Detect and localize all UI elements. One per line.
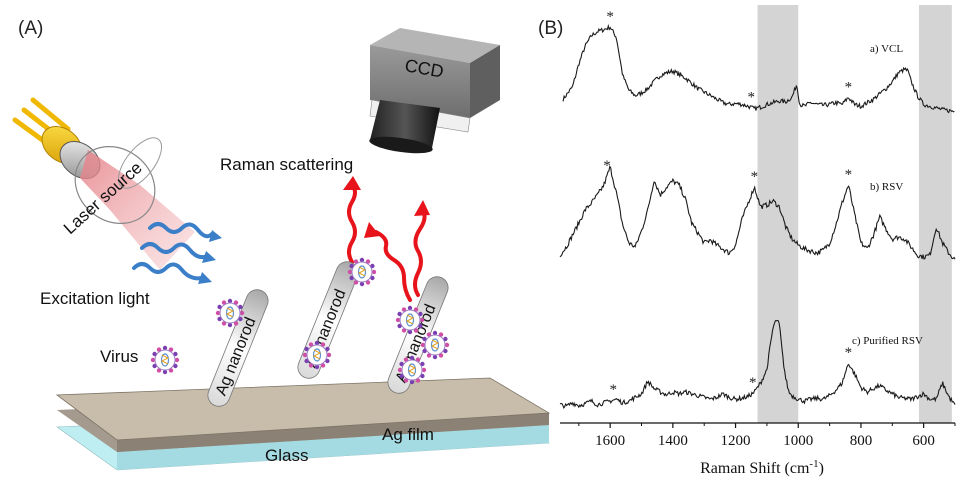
peak-marker: *: [603, 158, 611, 174]
raman-arrowhead-2: [364, 222, 380, 238]
x-tick-label: 1200: [721, 433, 751, 449]
spectrum-line: [562, 23, 955, 114]
raman-arrow-1: [347, 182, 357, 264]
virus-icon: [347, 257, 377, 287]
peak-marker: *: [845, 167, 853, 183]
x-tick-label: 600: [912, 433, 935, 449]
glass-side: [117, 425, 549, 470]
substrate-top: [55, 377, 551, 441]
panel-b-label: (B): [538, 18, 563, 39]
raman-scattering-label: Raman scattering: [220, 155, 353, 174]
virus-icon: [395, 305, 425, 335]
excitation-light-label: Excitation light: [40, 289, 150, 308]
peak-marker: *: [845, 79, 853, 95]
ag-film-side: [117, 413, 549, 452]
panel-b-spectra: (B) * * * * * * * * * a) VCL b) RSV c) Purified RS…: [538, 5, 956, 477]
spectrum-label: a) VCL: [870, 43, 903, 55]
spectrum-line: [559, 164, 956, 260]
peak-marker: *: [606, 9, 614, 25]
virus-icon: [150, 345, 180, 375]
spectrum-line: [559, 319, 956, 410]
x-tick-label: 1600: [595, 433, 625, 449]
substrate: [55, 377, 551, 471]
excitation-arrow-1: [148, 222, 214, 239]
laser-beam: [80, 150, 195, 270]
raman-arrowhead-1: [343, 176, 361, 190]
peak-marker: *: [749, 375, 757, 391]
ccd-front-face: [370, 45, 470, 118]
virus-label: Virus: [100, 347, 138, 366]
virus-icon: [215, 298, 245, 328]
peak-marker: *: [751, 169, 759, 185]
ccd-lens-body: [370, 100, 440, 148]
virus-icon: [420, 330, 450, 360]
laser-lens-housing: [74, 146, 156, 224]
x-axis: 1600 1400 1200 1000 800 600: [560, 422, 956, 449]
spectrum-label: b) RSV: [870, 181, 903, 193]
highlight-bands: [757, 5, 952, 423]
peak-marker: *: [610, 382, 618, 398]
virus-icon: [302, 340, 332, 370]
panel-a-schematic: (A) Ag film Glass Laser source: [12, 18, 551, 471]
excitation-arrow-2: [140, 242, 210, 260]
x-tick-label: 1400: [658, 433, 688, 449]
laser-lens-rim: [117, 137, 163, 189]
raman-arrows: [343, 176, 430, 302]
peak-marker: *: [845, 345, 853, 361]
virus-particles: [150, 257, 450, 385]
excitation-arrows: [132, 222, 222, 284]
spectrum-labels: a) VCL b) RSV c) Purified RSV: [852, 43, 923, 347]
peak-marker: *: [747, 90, 755, 106]
ccd-side-face: [470, 45, 500, 118]
x-tick-label: 800: [850, 433, 873, 449]
virus-icon: [397, 355, 427, 385]
x-tick-label: 1000: [783, 433, 813, 449]
ccd-camera: CCD: [369, 28, 500, 154]
panel-a-label: (A): [18, 18, 43, 39]
x-axis-label: Raman Shift (cm-1): [700, 458, 824, 477]
excitation-arrowhead-1: [209, 230, 222, 242]
peak-markers: * * * * * * * * *: [603, 9, 852, 398]
highlight-band: [757, 5, 799, 423]
raman-arrow-3: [413, 207, 427, 297]
spectrum-label: c) Purified RSV: [852, 335, 923, 347]
ag-film-label: Ag film: [382, 425, 434, 444]
excitation-arrowhead-2: [202, 251, 216, 263]
spectra-lines: [559, 23, 956, 410]
excitation-arrow-3: [132, 262, 204, 281]
raman-arrowhead-3: [414, 200, 430, 216]
highlight-band: [918, 5, 952, 423]
glass-label: Glass: [265, 446, 308, 465]
ccd-top-face: [370, 28, 500, 63]
raman-arrow-2: [374, 230, 412, 302]
ccd-lens-front: [369, 136, 433, 154]
excitation-arrowhead-3: [198, 272, 212, 284]
laser-source: Laser source: [12, 97, 195, 270]
